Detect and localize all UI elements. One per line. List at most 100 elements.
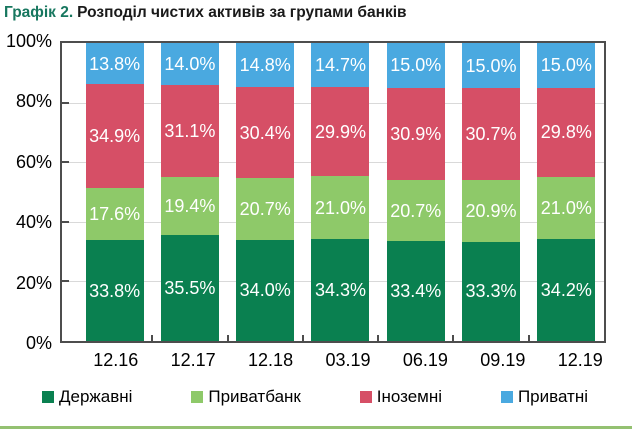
stacked-bar: 33.8% 17.6% 34.9% 13.8% <box>85 43 144 341</box>
bar-segment-Іноземні: 30.7% <box>462 88 521 180</box>
data-label: 34.0% <box>239 280 291 301</box>
stacked-bar: 34.0% 20.7% 30.4% 14.8% <box>236 43 295 341</box>
data-label: 14.8% <box>239 55 291 76</box>
legend-item: Іноземні <box>359 387 443 407</box>
data-label: 15.0% <box>390 55 442 76</box>
bar-segment-Державні: 33.3% <box>462 241 521 341</box>
y-axis-tick <box>62 101 69 104</box>
bottom-divider-rule <box>0 426 632 429</box>
data-label: 34.2% <box>540 280 592 301</box>
legend-swatch <box>42 391 54 404</box>
y-axis-tick <box>62 280 69 283</box>
data-label: 15.0% <box>465 55 517 76</box>
bar-segment-Приватні: 14.8% <box>236 43 295 88</box>
bar-segment-Державні: 34.3% <box>311 238 370 341</box>
bar-slot: 33.3% 20.9% 30.7% 15.0% <box>452 43 528 341</box>
stacked-bar: 33.3% 20.9% 30.7% 15.0% <box>462 43 521 341</box>
data-label: 33.8% <box>89 280 141 301</box>
bar-segment-Приватбанк: 20.7% <box>386 179 445 242</box>
bar-slot: 34.2% 21.0% 29.8% 15.0% <box>527 43 604 341</box>
chart-title-prefix: Графік 2. <box>4 4 74 21</box>
data-label: 13.8% <box>89 53 141 74</box>
data-label: 33.4% <box>390 281 442 302</box>
bar-segment-Приватбанк: 20.9% <box>462 179 521 242</box>
x-category-label: 12.19 <box>557 350 603 370</box>
data-label: 21.0% <box>314 197 366 218</box>
chart-title-text: Розподіл чистих активів за групами банкі… <box>77 4 407 21</box>
bar-segment-Державні: 35.5% <box>160 235 219 341</box>
bar-slot: 33.4% 20.7% 30.9% 15.0% <box>377 43 453 341</box>
stacked-bar: 34.3% 21.0% 29.9% 14.7% <box>311 43 370 341</box>
data-label: 14.0% <box>164 53 216 74</box>
y-tick-label: 0% <box>25 333 52 353</box>
legend-label: Приватбанк <box>208 387 301 406</box>
data-label: 17.6% <box>89 204 141 225</box>
data-label: 29.8% <box>540 122 592 143</box>
bar-slot: 33.8% 17.6% 34.9% 13.8% <box>77 43 152 341</box>
x-axis-tick <box>226 335 229 341</box>
x-axis-tick <box>452 335 455 341</box>
bar-segment-Приватні: 15.0% <box>386 43 445 88</box>
data-label: 31.1% <box>164 121 216 142</box>
bar-segment-Іноземні: 30.9% <box>386 87 445 180</box>
bar-slot: 34.3% 21.0% 29.9% 14.7% <box>301 43 378 341</box>
y-tick-label: 60% <box>15 151 52 172</box>
bar-segment-Іноземні: 29.8% <box>537 87 596 177</box>
legend-item: Державні <box>42 387 132 407</box>
bar-slot: 34.0% 20.7% 30.4% 14.8% <box>226 43 303 341</box>
legend-label: Іноземні <box>376 387 443 406</box>
data-label: 15.0% <box>540 55 592 76</box>
bar-segment-Державні: 33.4% <box>386 241 445 341</box>
y-axis-tick <box>62 220 69 223</box>
legend-label: Приватні <box>517 387 588 406</box>
stacked-bar: 34.2% 21.0% 29.8% 15.0% <box>537 43 596 341</box>
x-axis-labels: 12.16 12.17 12.18 03.19 06.19 09.19 12.19 <box>62 350 619 372</box>
legend-item: Приватбанк <box>191 387 301 407</box>
bars-layer: 33.8% 17.6% 34.9% 13.8% 35.5% 19.4% 31.1% 14.0%… <box>62 43 604 341</box>
bar-segment-Приватбанк: 17.6% <box>85 187 144 241</box>
bar-segment-Державні: 33.8% <box>85 240 144 341</box>
legend: Державні Приватбанк Іноземні Приватні <box>42 387 588 407</box>
x-axis-tick <box>377 335 380 341</box>
x-category-label: 06.19 <box>402 350 448 370</box>
legend-label: Державні <box>59 387 133 406</box>
data-label: 20.7% <box>390 200 442 221</box>
data-label: 14.7% <box>314 55 366 76</box>
stacked-bar: 33.4% 20.7% 30.9% 15.0% <box>386 43 445 341</box>
bar-segment-Державні: 34.0% <box>236 239 295 341</box>
y-axis: 100% 80% 60% 40% 20% 0% <box>0 32 54 352</box>
bar-segment-Приватбанк: 21.0% <box>311 176 370 239</box>
bar-slot: 35.5% 19.4% 31.1% 14.0% <box>151 43 227 341</box>
bar-segment-Іноземні: 29.9% <box>311 87 370 177</box>
data-label: 21.0% <box>540 197 592 218</box>
data-label: 30.9% <box>390 123 442 144</box>
x-axis-tick <box>527 335 530 341</box>
bar-segment-Приватбанк: 19.4% <box>160 177 219 236</box>
data-label: 20.7% <box>239 198 291 219</box>
bar-segment-Приватні: 15.0% <box>537 43 596 88</box>
data-label: 35.5% <box>164 278 216 299</box>
y-tick-label: 100% <box>5 31 52 51</box>
plot-area: 33.8% 17.6% 34.9% 13.8% 35.5% 19.4% 31.1% 14.0%… <box>60 41 606 343</box>
data-label: 30.7% <box>465 123 517 144</box>
bar-segment-Приватні: 14.0% <box>160 43 219 85</box>
bar-segment-Приватбанк: 20.7% <box>236 178 295 240</box>
y-tick-label: 80% <box>15 91 52 112</box>
x-category-label: 03.19 <box>325 350 371 370</box>
x-axis-tick <box>151 335 154 341</box>
legend-swatch <box>359 391 372 404</box>
x-category-label: 12.18 <box>248 350 294 370</box>
stacked-bar: 35.5% 19.4% 31.1% 14.0% <box>160 43 219 341</box>
y-axis-tick <box>62 161 69 164</box>
data-label: 19.4% <box>164 196 216 217</box>
y-tick-label: 20% <box>15 272 52 293</box>
x-category-label: 12.16 <box>93 350 139 370</box>
bar-segment-Приватні: 13.8% <box>85 43 144 85</box>
x-category-label: 12.17 <box>170 350 216 370</box>
y-tick-label: 40% <box>15 212 52 233</box>
legend-swatch <box>191 391 204 404</box>
data-label: 34.9% <box>89 126 141 147</box>
x-category-label: 09.19 <box>480 350 526 370</box>
legend-swatch <box>500 391 513 404</box>
legend-item: Приватні <box>500 387 588 407</box>
